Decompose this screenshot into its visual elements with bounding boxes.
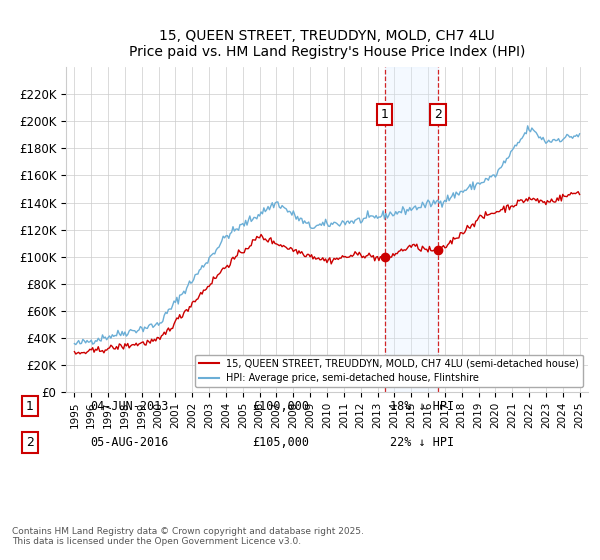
Text: 04-JUN-2013: 04-JUN-2013	[90, 399, 169, 413]
Text: 2: 2	[434, 108, 442, 121]
Text: 05-AUG-2016: 05-AUG-2016	[90, 436, 169, 449]
Text: Contains HM Land Registry data © Crown copyright and database right 2025.
This d: Contains HM Land Registry data © Crown c…	[12, 526, 364, 546]
Bar	[385, 67, 438, 392]
Text: £105,000: £105,000	[252, 436, 309, 449]
Text: 2: 2	[26, 436, 34, 449]
Text: 1: 1	[26, 399, 34, 413]
Text: 18% ↓ HPI: 18% ↓ HPI	[390, 399, 454, 413]
Text: £100,000: £100,000	[252, 399, 309, 413]
Legend: 15, QUEEN STREET, TREUDDYN, MOLD, CH7 4LU (semi-detached house), HPI: Average pr: 15, QUEEN STREET, TREUDDYN, MOLD, CH7 4L…	[195, 354, 583, 387]
Text: 1: 1	[380, 108, 389, 121]
Text: 22% ↓ HPI: 22% ↓ HPI	[390, 436, 454, 449]
Title: 15, QUEEN STREET, TREUDDYN, MOLD, CH7 4LU
Price paid vs. HM Land Registry's Hous: 15, QUEEN STREET, TREUDDYN, MOLD, CH7 4L…	[129, 29, 525, 59]
